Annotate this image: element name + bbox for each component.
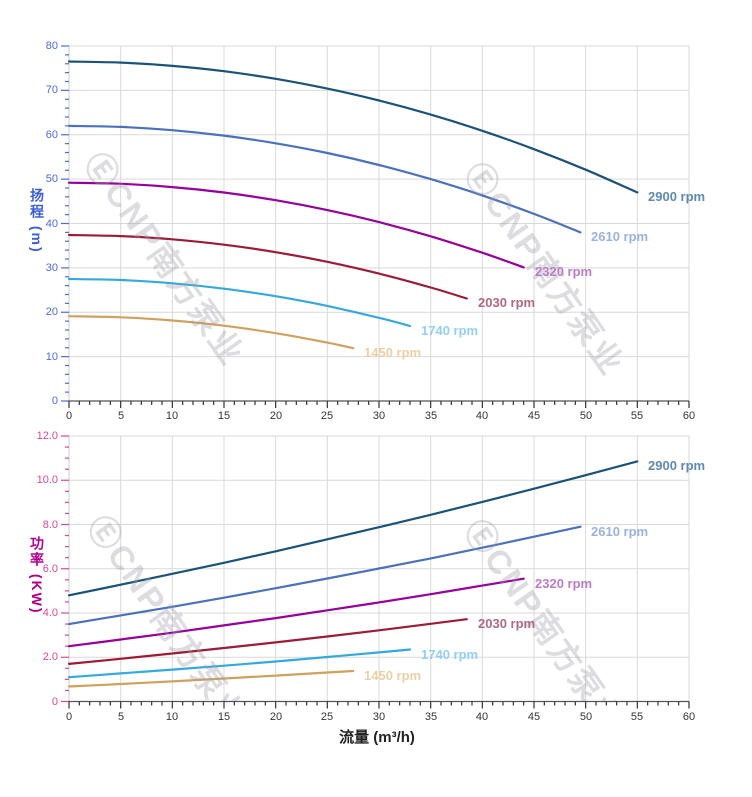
y-tick-label: 10 (45, 351, 58, 363)
curve-1740-rpm (67, 648, 412, 679)
x-tick-label: 25 (320, 410, 334, 422)
y-tick-label: 50 (45, 173, 58, 185)
head-y-axis-title: 扬程 (m) (29, 188, 45, 254)
x-tick-label: 35 (424, 410, 438, 422)
x-tick-label: 45 (527, 711, 541, 723)
x-tick-label: 10 (165, 410, 179, 422)
x-tick-label: 30 (372, 410, 386, 422)
y-tick-label: 30 (45, 262, 58, 274)
x-tick-label: 0 (65, 711, 73, 723)
curve-1740-rpm (67, 277, 412, 328)
x-tick-label: 30 (372, 711, 386, 723)
x-tick-label: 40 (475, 410, 489, 422)
curve-label-2610-rpm: 2610 rpm (591, 229, 649, 244)
x-tick-label: 15 (217, 711, 231, 723)
y-tick-label: 4.0 (42, 607, 58, 619)
x-tick-label: 50 (579, 410, 593, 422)
curve-2030-rpm (67, 618, 468, 665)
y-tick-label: 0 (51, 696, 58, 708)
y-tick-label: 80 (45, 40, 58, 52)
curve-label-2320-rpm: 2320 rpm (535, 264, 593, 279)
x-tick-label: 20 (269, 711, 283, 723)
curve-2610-rpm (67, 525, 582, 626)
curve-label-2030-rpm: 2030 rpm (478, 616, 536, 631)
curve-2900-rpm (67, 60, 639, 194)
x-tick-label: 50 (579, 711, 593, 723)
x-tick-label: 60 (682, 410, 696, 422)
curve-label-2610-rpm: 2610 rpm (591, 524, 649, 539)
curve-label-2900-rpm: 2900 rpm (648, 189, 706, 204)
y-tick-label: 6.0 (42, 563, 58, 575)
curve-label-1740-rpm: 1740 rpm (421, 647, 479, 662)
curve-label-2030-rpm: 2030 rpm (478, 295, 536, 310)
y-tick-label: 8.0 (42, 519, 58, 531)
x-tick-label: 5 (117, 711, 125, 723)
x-tick-label: 0 (65, 410, 73, 422)
x-tick-label: 15 (217, 410, 231, 422)
curve-label-2320-rpm: 2320 rpm (535, 576, 593, 591)
x-tick-label: 35 (424, 711, 438, 723)
curve-2320-rpm (67, 577, 525, 648)
y-tick-label: 0 (51, 395, 58, 407)
x-tick-label: 40 (475, 711, 489, 723)
x-tick-label: 10 (165, 711, 179, 723)
x-tick-label: 55 (630, 711, 644, 723)
x-tick-label: 20 (269, 410, 283, 422)
curve-2610-rpm (67, 124, 582, 234)
y-tick-label: 40 (45, 218, 58, 230)
x-tick-label: 60 (682, 711, 696, 723)
x-tick-label: 45 (527, 410, 541, 422)
curve-2030-rpm (67, 233, 468, 300)
curve-2320-rpm (67, 181, 525, 269)
curve-1450-rpm (67, 315, 355, 350)
y-tick-label: 12.0 (36, 430, 58, 442)
x-tick-label: 5 (117, 410, 125, 422)
curve-2900-rpm (67, 460, 639, 597)
power-y-axis-title: 功率 (KW) (29, 536, 45, 615)
curve-label-1450-rpm: 1450 rpm (364, 345, 422, 360)
y-tick-label: 70 (45, 84, 58, 96)
y-tick-label: 20 (45, 306, 58, 318)
curve-label-1450-rpm: 1450 rpm (364, 668, 422, 683)
x-tick-label: 25 (320, 711, 334, 723)
y-tick-label: 10.0 (36, 474, 58, 486)
curve-label-1740-rpm: 1740 rpm (421, 323, 479, 338)
flow-x-axis-title: 流量 (m³/h) (339, 729, 415, 746)
x-tick-label: 55 (630, 410, 644, 422)
curve-label-2900-rpm: 2900 rpm (648, 458, 706, 473)
y-tick-label: 60 (45, 129, 58, 141)
curve-1450-rpm (67, 669, 355, 688)
y-tick-label: 2.0 (42, 651, 58, 663)
